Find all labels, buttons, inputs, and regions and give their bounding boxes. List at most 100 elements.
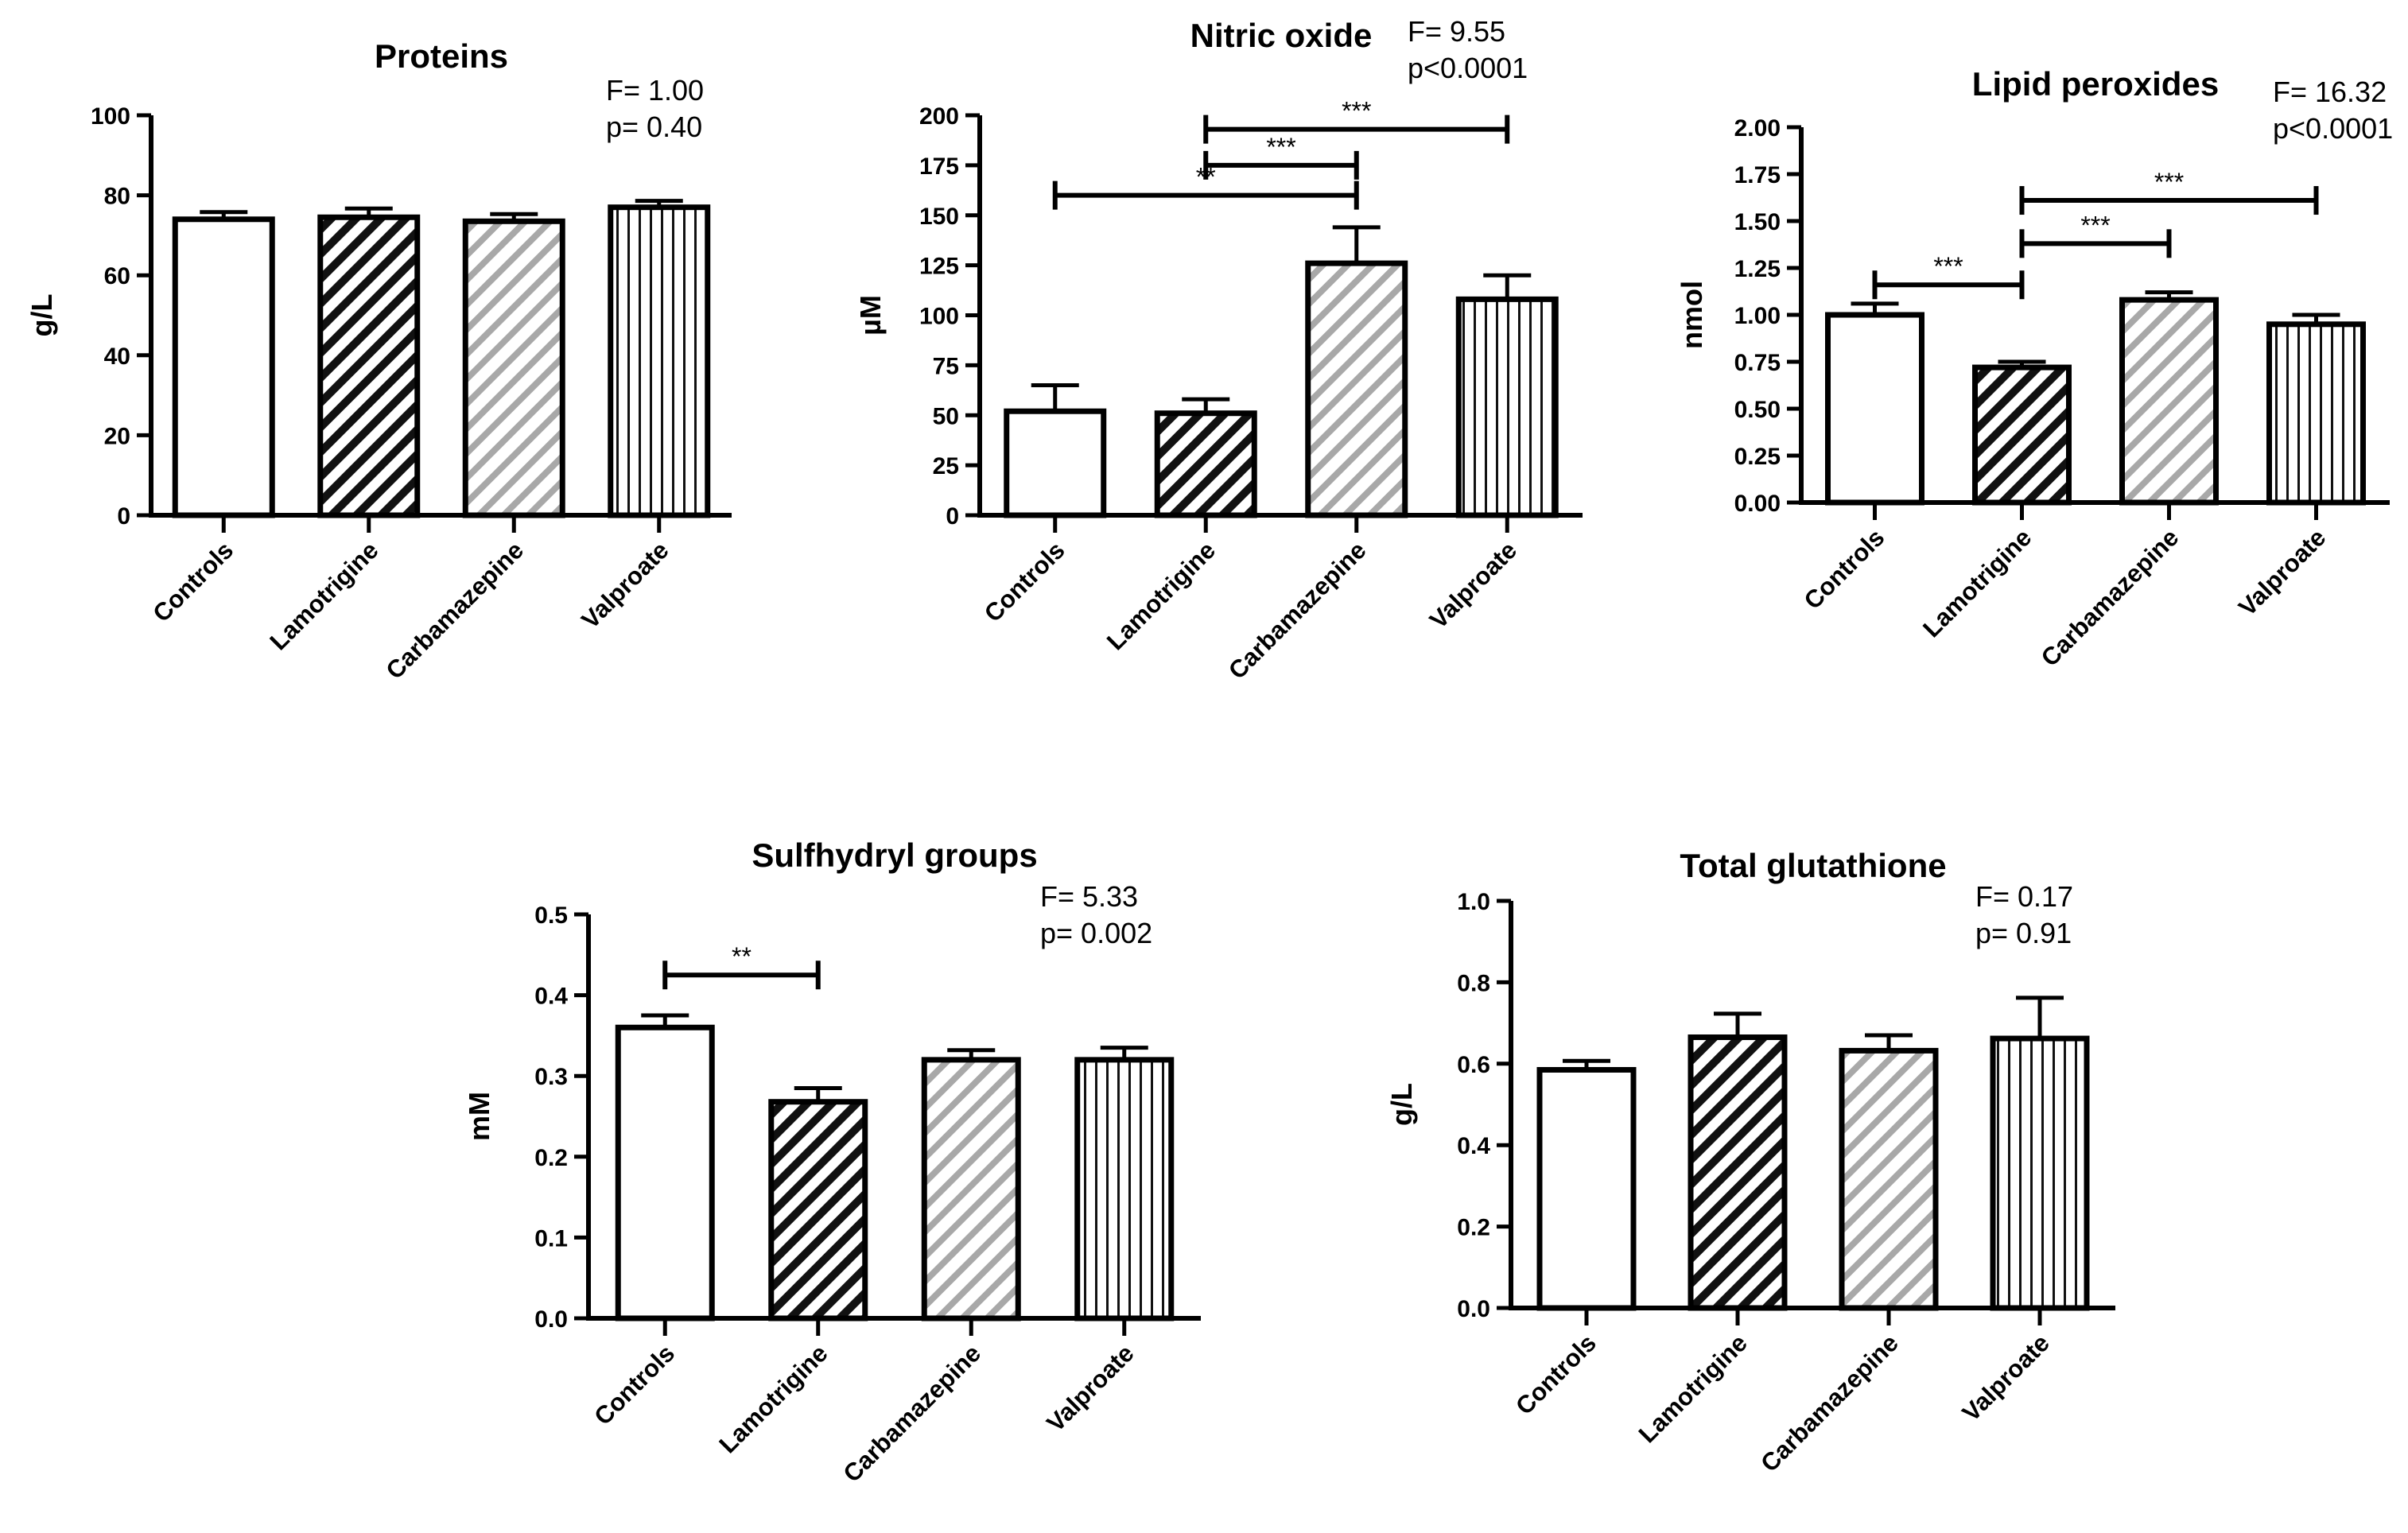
bar-controls [1536,1066,1637,1311]
bar-lamotrigine [1688,1034,1788,1311]
y-tick-label: 1.50 [1734,209,1781,235]
x-tick-label: Valproate [576,536,674,634]
chart-title: Total glutathione [1680,847,1946,884]
chart-proteins: Proteins F= 1.00 p= 0.40 g/L 0 20 40 60 80 100 Con… [25,37,732,685]
stat-label: F= 5.33 [1040,880,1138,913]
bar-valproate [608,204,711,518]
y-tick-label: 25 [933,453,959,479]
x-tick-label: Controls [1799,523,1890,615]
y-axis-label: g/L [1385,1083,1418,1126]
bar-valproate [1455,296,1559,518]
x-tick-label: Valproate [1957,1329,2055,1426]
y-tick-label: 0.5 [534,902,568,929]
y-tick-label: 0.1 [534,1225,568,1252]
y-tick-label: 100 [919,304,959,330]
bar-lamotrigine [317,214,421,518]
x-tick-label: Carbamazepine [1223,536,1372,685]
x-tick-label: Valproate [1424,536,1522,634]
x-tick-label: Controls [979,536,1070,627]
bar-carbamazepine [1839,1047,1939,1311]
y-tick-label: 0.0 [1457,1296,1490,1322]
x-tick-label: Valproate [1041,1339,1139,1437]
chart-total-glutathione: Total glutathione F= 0.17 p= 0.91 g/L 0.0 0.2… [1385,847,2115,1477]
x-tick-label: Lamotrigine [1101,536,1221,655]
y-tick-label: 0.3 [534,1064,568,1090]
bar-carbamazepine [921,1057,1021,1321]
bar-valproate [1990,1035,2090,1311]
bar-controls [1825,312,1924,506]
y-tick-label: 0.8 [1457,970,1490,996]
significance-label: ** [732,942,752,971]
y-tick-label: 150 [919,204,959,230]
y-tick-label: 0.75 [1734,350,1781,376]
significance-bracket: *** [2019,168,2319,215]
stat-label: F= 0.17 [1975,880,2073,913]
significance-label: *** [1266,133,1295,161]
y-tick-label: 50 [933,403,959,429]
y-tick-label: 2.00 [1734,115,1781,142]
bar-lamotrigine [1972,364,2072,506]
stat-label: F= 16.32 [2273,76,2387,108]
y-tick-label: 1.75 [1734,162,1781,188]
bar-carbamazepine [1305,260,1408,518]
y-tick-label: 200 [919,103,959,130]
y-tick-label: 1.0 [1457,889,1490,915]
y-tick-label: 0 [117,503,130,530]
bar-valproate [1074,1057,1175,1321]
y-tick-label: 60 [104,263,130,289]
significance-label: *** [2154,168,2184,196]
y-tick-label: 175 [919,153,959,180]
y-tick-label: 0.4 [534,984,568,1010]
y-tick-label: 0.25 [1734,444,1781,470]
x-tick-label: Lamotrigine [1633,1329,1753,1448]
y-tick-label: 0.6 [1457,1052,1490,1078]
stat-label: F= 1.00 [606,74,704,107]
x-tick-label: Lamotrigine [1917,523,2037,642]
bar-carbamazepine [462,218,565,518]
chart-nitric-oxide: Nitric oxide F= 9.55 p<0.0001 µM 0 25 50 75 100 1… [854,15,1583,685]
significance-bracket: *** [1203,133,1359,180]
y-tick-label: 0.2 [1457,1215,1490,1241]
x-tick-label: Carbamazepine [1755,1329,1904,1477]
significance-bracket: *** [1203,97,1510,144]
y-tick-label: 0.2 [534,1145,568,1171]
stat-label: F= 9.55 [1408,15,1505,48]
y-tick-label: 1.25 [1734,256,1781,282]
y-tick-label: 80 [104,184,130,210]
y-tick-label: 0.0 [534,1306,568,1333]
y-tick-label: 75 [933,353,959,379]
chart-title: Nitric oxide [1190,17,1373,54]
stat-label: p<0.0001 [1408,52,1528,84]
significance-bracket: *** [1872,252,2025,300]
y-tick-label: 20 [104,423,130,449]
y-axis-label: g/L [25,294,58,337]
bar-lamotrigine [1154,410,1257,518]
bar-controls [172,216,275,518]
y-axis-label: µM [854,295,887,336]
y-axis-label: nmol [1676,281,1708,349]
stat-label: p= 0.002 [1040,917,1152,949]
chart-title: Sulfhydryl groups [752,836,1037,874]
bar-carbamazepine [2119,297,2219,506]
y-tick-label: 0 [946,503,959,530]
x-tick-label: Lamotrigine [714,1339,833,1458]
bar-lamotrigine [768,1099,868,1321]
y-tick-label: 1.00 [1734,303,1781,329]
bar-controls [1004,408,1107,518]
y-tick-label: 0.50 [1734,397,1781,423]
chart-lipid-peroxides: Lipid peroxides F= 16.32 p<0.0001 nmol 0.00 0… [1676,65,2393,672]
significance-bracket: *** [2019,211,2172,258]
significance-label: *** [1342,97,1371,126]
chart-title: Proteins [375,37,508,75]
significance-label: *** [1933,252,1963,281]
y-tick-label: 40 [104,343,130,370]
x-tick-label: Controls [1510,1329,1602,1420]
y-tick-label: 0.00 [1734,491,1781,517]
y-tick-label: 100 [91,103,130,130]
x-tick-label: Controls [147,536,239,627]
x-tick-label: Carbamazepine [837,1339,986,1488]
stat-label: p= 0.40 [606,111,702,143]
y-tick-label: 0.4 [1457,1133,1490,1159]
